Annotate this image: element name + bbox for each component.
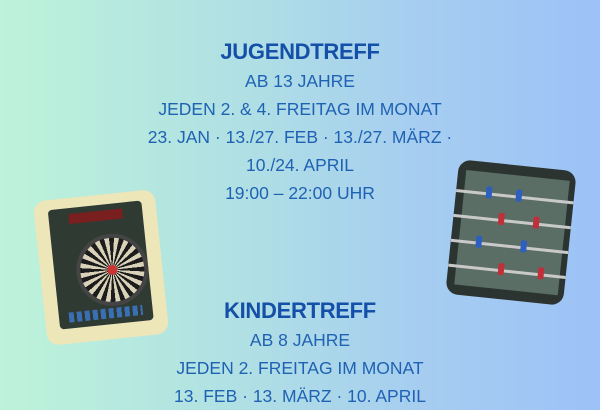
jugendtreff-schedule: JEDEN 2. & 4. FREITAG IM MONAT xyxy=(158,99,442,119)
jugendtreff-dates: 23. JAN · 13./27. FEB · 13./27. MÄRZ · xyxy=(147,127,453,147)
kindertreff-title: KINDERTREFF xyxy=(224,298,376,323)
jugendtreff-time: 19:00 – 22:00 UHR xyxy=(225,183,375,203)
jugendtreff-title: JUGENDTREFF xyxy=(220,39,380,64)
foosball-table-photo xyxy=(445,159,577,306)
jugendtreff-section: JUGENDTREFF AB 13 JAHRE JEDEN 2. & 4. FR… xyxy=(0,37,600,207)
dartboard-photo xyxy=(32,189,170,346)
kindertreff-dates: 13. FEB · 13. MÄRZ · 10. APRIL xyxy=(174,386,426,406)
kindertreff-section: KINDERTREFF AB 8 JAHRE JEDEN 2. FREITAG … xyxy=(0,296,600,410)
jugendtreff-dates-cont: 10./24. APRIL xyxy=(246,155,354,175)
kindertreff-schedule: JEDEN 2. FREITAG IM MONAT xyxy=(176,358,424,378)
kindertreff-age: AB 8 JAHRE xyxy=(249,330,351,350)
jugendtreff-age: AB 13 JAHRE xyxy=(245,71,355,91)
